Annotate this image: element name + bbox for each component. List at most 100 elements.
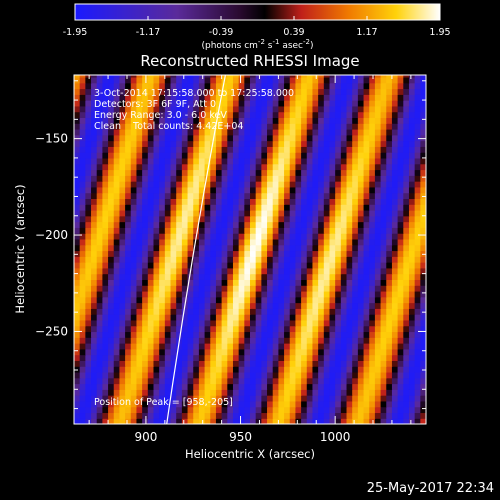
heatmap-cell bbox=[335, 198, 342, 205]
heatmap-cell bbox=[210, 302, 217, 309]
heatmap-cell bbox=[374, 146, 382, 153]
heatmap-cell bbox=[272, 186, 279, 194]
heatmap-cell bbox=[284, 250, 291, 257]
heatmap-cell bbox=[267, 186, 274, 194]
heatmap-cell bbox=[369, 366, 376, 373]
heatmap-cell bbox=[408, 157, 416, 165]
heatmap-cell bbox=[306, 75, 314, 78]
heatmap-cell bbox=[329, 192, 336, 199]
heatmap-cell bbox=[113, 354, 121, 361]
heatmap-cell bbox=[74, 418, 81, 424]
heatmap-cell bbox=[340, 412, 348, 419]
heatmap-cell bbox=[329, 250, 336, 257]
heatmap-cell bbox=[153, 128, 160, 136]
heatmap-cell bbox=[284, 128, 291, 136]
heatmap-cell bbox=[130, 395, 138, 402]
heatmap-cell bbox=[227, 146, 234, 153]
heatmap-cell bbox=[85, 267, 92, 275]
heatmap-cell bbox=[357, 371, 365, 379]
heatmap-cell bbox=[159, 412, 166, 419]
heatmap-cell bbox=[306, 377, 314, 385]
heatmap-cell bbox=[204, 377, 211, 385]
heatmap-cell bbox=[323, 273, 331, 280]
heatmap-cell bbox=[329, 348, 336, 356]
heatmap-cell bbox=[108, 348, 115, 356]
heatmap-cell bbox=[244, 314, 251, 321]
heatmap-cell bbox=[221, 395, 228, 402]
heatmap-cell bbox=[119, 418, 126, 424]
heatmap-cell bbox=[255, 337, 262, 344]
heatmap-cell bbox=[272, 76, 279, 84]
heatmap-cell bbox=[221, 366, 228, 373]
heatmap-cell bbox=[284, 302, 291, 309]
heatmap-cell bbox=[306, 238, 314, 246]
heatmap-cell bbox=[187, 285, 194, 292]
heatmap-cell bbox=[250, 175, 257, 182]
heatmap-cell bbox=[289, 406, 297, 414]
heatmap-cell bbox=[301, 244, 308, 252]
heatmap-cell bbox=[386, 256, 393, 263]
heatmap-cell bbox=[380, 152, 387, 159]
heatmap-cell bbox=[204, 204, 211, 211]
heatmap-cell bbox=[250, 354, 257, 361]
heatmap-cell bbox=[323, 279, 331, 286]
heatmap-cell bbox=[91, 146, 98, 153]
heatmap-cell bbox=[244, 377, 251, 385]
heatmap-cell bbox=[210, 290, 217, 298]
heatmap-cell bbox=[284, 296, 291, 304]
heatmap-cell bbox=[159, 244, 166, 252]
heatmap-cell bbox=[204, 314, 211, 321]
heatmap-cell bbox=[306, 244, 314, 252]
heatmap-cell bbox=[187, 296, 194, 304]
heatmap-cell bbox=[130, 412, 138, 419]
heatmap-cell bbox=[147, 233, 155, 240]
heatmap-cell bbox=[267, 360, 274, 367]
heatmap-cell bbox=[215, 123, 223, 130]
heatmap-cell bbox=[159, 100, 166, 107]
heatmap-cell bbox=[352, 319, 359, 327]
heatmap-cell bbox=[193, 227, 200, 234]
heatmap-cell bbox=[227, 76, 234, 84]
heatmap-cell bbox=[335, 331, 342, 338]
heatmap-cell bbox=[125, 186, 132, 194]
heatmap-cell bbox=[113, 186, 121, 194]
heatmap-cell bbox=[96, 296, 103, 304]
heatmap-cell bbox=[136, 319, 143, 327]
heatmap-cell bbox=[255, 152, 262, 159]
heatmap-cell bbox=[193, 128, 200, 136]
heatmap-cell bbox=[221, 262, 228, 269]
heatmap-cell bbox=[102, 233, 109, 240]
heatmap-cell bbox=[193, 215, 200, 223]
heatmap-cell bbox=[250, 128, 257, 136]
heatmap-cell bbox=[318, 395, 325, 402]
heatmap-cell bbox=[153, 186, 160, 194]
heatmap-cell bbox=[187, 377, 194, 385]
heatmap-cell bbox=[340, 406, 348, 414]
heatmap-cell bbox=[74, 377, 81, 385]
heatmap-cell bbox=[284, 348, 291, 356]
heatmap-cell bbox=[340, 244, 348, 252]
heatmap-cell bbox=[346, 94, 353, 101]
heatmap-cell bbox=[352, 221, 359, 228]
heatmap-cell bbox=[306, 221, 314, 228]
heatmap-cell bbox=[130, 146, 138, 153]
heatmap-cell bbox=[181, 244, 189, 252]
heatmap-cell bbox=[170, 75, 177, 78]
heatmap-cell bbox=[289, 371, 297, 379]
heatmap-cell bbox=[198, 146, 206, 153]
heatmap-cell bbox=[374, 152, 382, 159]
heatmap-cell bbox=[79, 117, 86, 124]
heatmap-cell bbox=[346, 192, 353, 199]
heatmap-cell bbox=[414, 82, 421, 90]
heatmap-cell bbox=[318, 308, 325, 315]
heatmap-cell bbox=[79, 186, 86, 194]
heatmap-cell bbox=[391, 371, 399, 379]
heatmap-cell bbox=[85, 418, 92, 424]
heatmap-cell bbox=[227, 227, 234, 234]
heatmap-cell bbox=[357, 105, 365, 113]
heatmap-cell bbox=[397, 256, 404, 263]
heatmap-cell bbox=[272, 192, 279, 199]
heatmap-cell bbox=[250, 267, 257, 275]
heatmap-cell bbox=[147, 82, 155, 90]
heatmap-cell bbox=[91, 76, 98, 84]
